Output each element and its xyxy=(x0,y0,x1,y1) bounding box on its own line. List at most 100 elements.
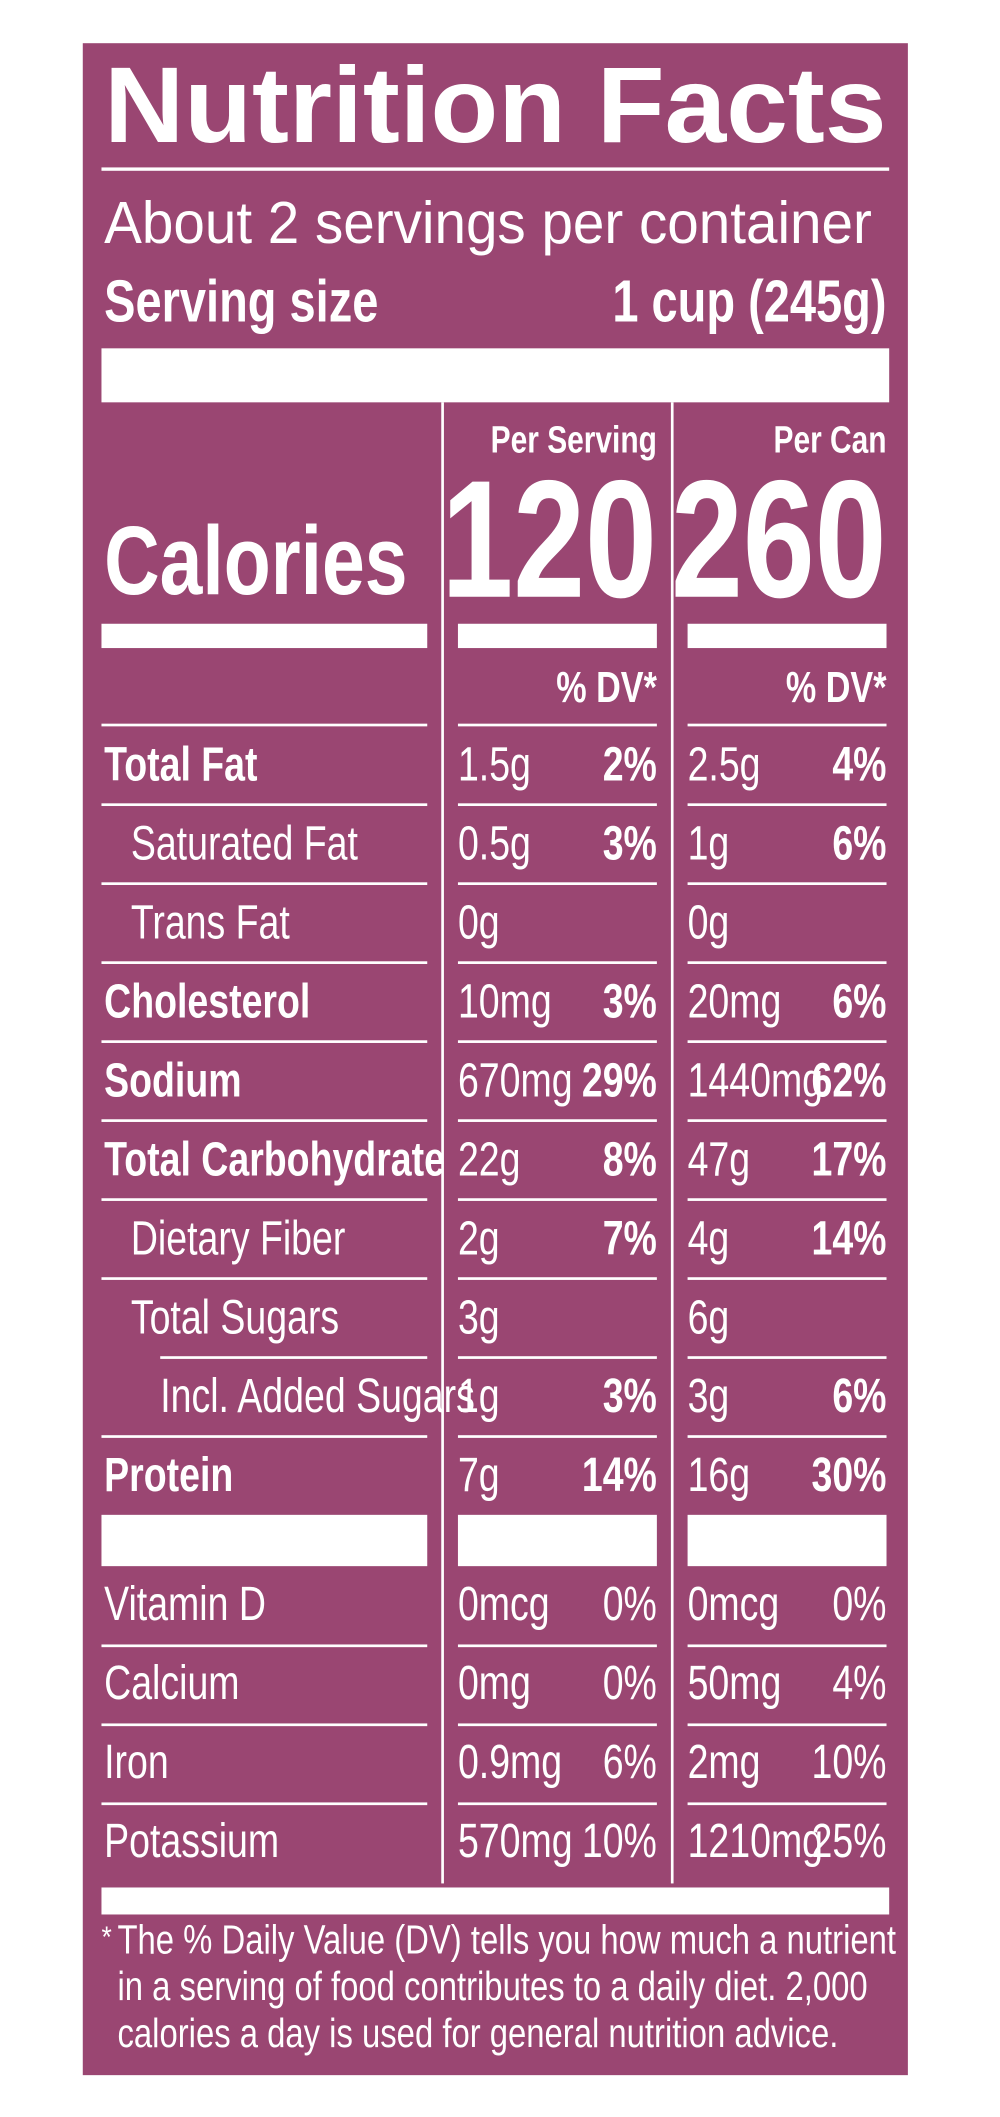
rule xyxy=(687,961,887,964)
amount: 0.9mg xyxy=(458,1736,562,1790)
nutrient-name-bold: Sodium xyxy=(104,1054,241,1108)
amount: 570mg xyxy=(458,1815,573,1869)
bar xyxy=(457,623,657,649)
rule xyxy=(457,1356,657,1359)
rule xyxy=(457,1644,657,1648)
amount: 7g xyxy=(458,1449,500,1503)
serving-size-value: 1 cup (245g) xyxy=(612,269,886,334)
column-header: Per Can xyxy=(774,419,887,461)
rule xyxy=(687,723,887,727)
rule xyxy=(687,1802,887,1806)
daily-value: 4% xyxy=(832,1657,886,1711)
bar xyxy=(101,623,428,649)
nutrient-name-bold: Total Carbohydrate xyxy=(104,1133,445,1187)
amount: 3g xyxy=(458,1291,500,1345)
daily-value: 0% xyxy=(603,1578,657,1632)
daily-value: 6% xyxy=(832,817,886,871)
daily-value: 14% xyxy=(811,1212,886,1266)
daily-value: 17% xyxy=(811,1133,886,1187)
daily-value: 10% xyxy=(582,1815,657,1869)
rule xyxy=(457,803,657,807)
nutrient-name-bold: Total Fat xyxy=(104,738,257,792)
rule xyxy=(457,1198,657,1201)
amount: 1440mg xyxy=(688,1054,823,1108)
thick-bar xyxy=(687,1514,887,1567)
serving-size-label: Serving size xyxy=(104,269,378,334)
rule xyxy=(457,1277,657,1280)
rule xyxy=(457,1435,657,1438)
nutrient-name-bold: Protein xyxy=(104,1449,233,1503)
rule xyxy=(687,1040,887,1043)
daily-value: 6% xyxy=(603,1736,657,1790)
vitamin-name: Calcium xyxy=(104,1657,239,1711)
rule xyxy=(101,1277,428,1280)
nutrient-name: Trans Fat xyxy=(131,896,290,950)
bar xyxy=(687,623,887,649)
rule xyxy=(687,1198,887,1201)
rule xyxy=(687,803,887,807)
footnote-line: in a serving of food contributes to a da… xyxy=(117,1964,867,2009)
vitamin-name: Potassium xyxy=(104,1815,279,1869)
daily-value: 4% xyxy=(832,738,886,792)
thick-bar xyxy=(457,1514,657,1567)
nutrient-name: Dietary Fiber xyxy=(131,1212,346,1266)
thick-bar xyxy=(101,1514,428,1567)
column-divider xyxy=(670,402,674,1884)
daily-value: 3% xyxy=(603,1370,657,1424)
rule xyxy=(101,167,890,171)
rule xyxy=(457,1119,657,1122)
footnote-line: The % Daily Value (DV) tells you how muc… xyxy=(117,1917,896,1962)
amount: 2g xyxy=(458,1212,500,1266)
amount: 0mg xyxy=(458,1657,531,1711)
calories-value: 260 xyxy=(671,446,886,633)
amount: 1g xyxy=(458,1370,500,1424)
amount: 2mg xyxy=(688,1736,761,1790)
dv-header: % DV* xyxy=(556,664,657,712)
rule xyxy=(687,1356,887,1359)
rule xyxy=(101,961,428,964)
rule xyxy=(101,1119,428,1122)
rule xyxy=(101,1723,428,1727)
rule xyxy=(687,882,887,886)
rule xyxy=(687,1435,887,1438)
nutrient-name: Incl. Added Sugars xyxy=(160,1370,475,1424)
rule xyxy=(101,803,428,807)
amount: 4g xyxy=(688,1212,730,1266)
amount: 47g xyxy=(688,1133,751,1187)
rule xyxy=(457,723,657,727)
daily-value: 6% xyxy=(832,975,886,1029)
rule xyxy=(687,1644,887,1648)
rule xyxy=(457,1723,657,1727)
vitamin-name: Iron xyxy=(104,1736,169,1790)
amount: 3g xyxy=(688,1370,730,1424)
column-header: Per Serving xyxy=(491,419,657,461)
amount: 2.5g xyxy=(688,738,761,792)
daily-value: 0% xyxy=(832,1578,886,1632)
rule xyxy=(101,723,428,727)
rule xyxy=(687,1723,887,1727)
rule xyxy=(160,1356,428,1359)
amount: 1.5g xyxy=(458,738,531,792)
rule xyxy=(101,1644,428,1648)
amount: 0mcg xyxy=(688,1578,780,1632)
amount: 0mcg xyxy=(458,1578,550,1632)
daily-value: 29% xyxy=(582,1054,657,1108)
rule xyxy=(457,961,657,964)
daily-value: 2% xyxy=(603,738,657,792)
dv-header: % DV* xyxy=(786,664,887,712)
rule xyxy=(687,1277,887,1280)
amount: 1210mg xyxy=(688,1815,823,1869)
thick-bar xyxy=(101,348,890,403)
rule xyxy=(101,882,428,886)
rule xyxy=(687,1119,887,1122)
rule xyxy=(457,1040,657,1043)
daily-value: 6% xyxy=(832,1370,886,1424)
thick-bar xyxy=(101,1887,890,1915)
column-divider xyxy=(441,402,444,1884)
nutrient-name: Total Sugars xyxy=(131,1291,339,1345)
daily-value: 14% xyxy=(582,1449,657,1503)
rule xyxy=(457,1802,657,1806)
amount: 16g xyxy=(688,1449,751,1503)
